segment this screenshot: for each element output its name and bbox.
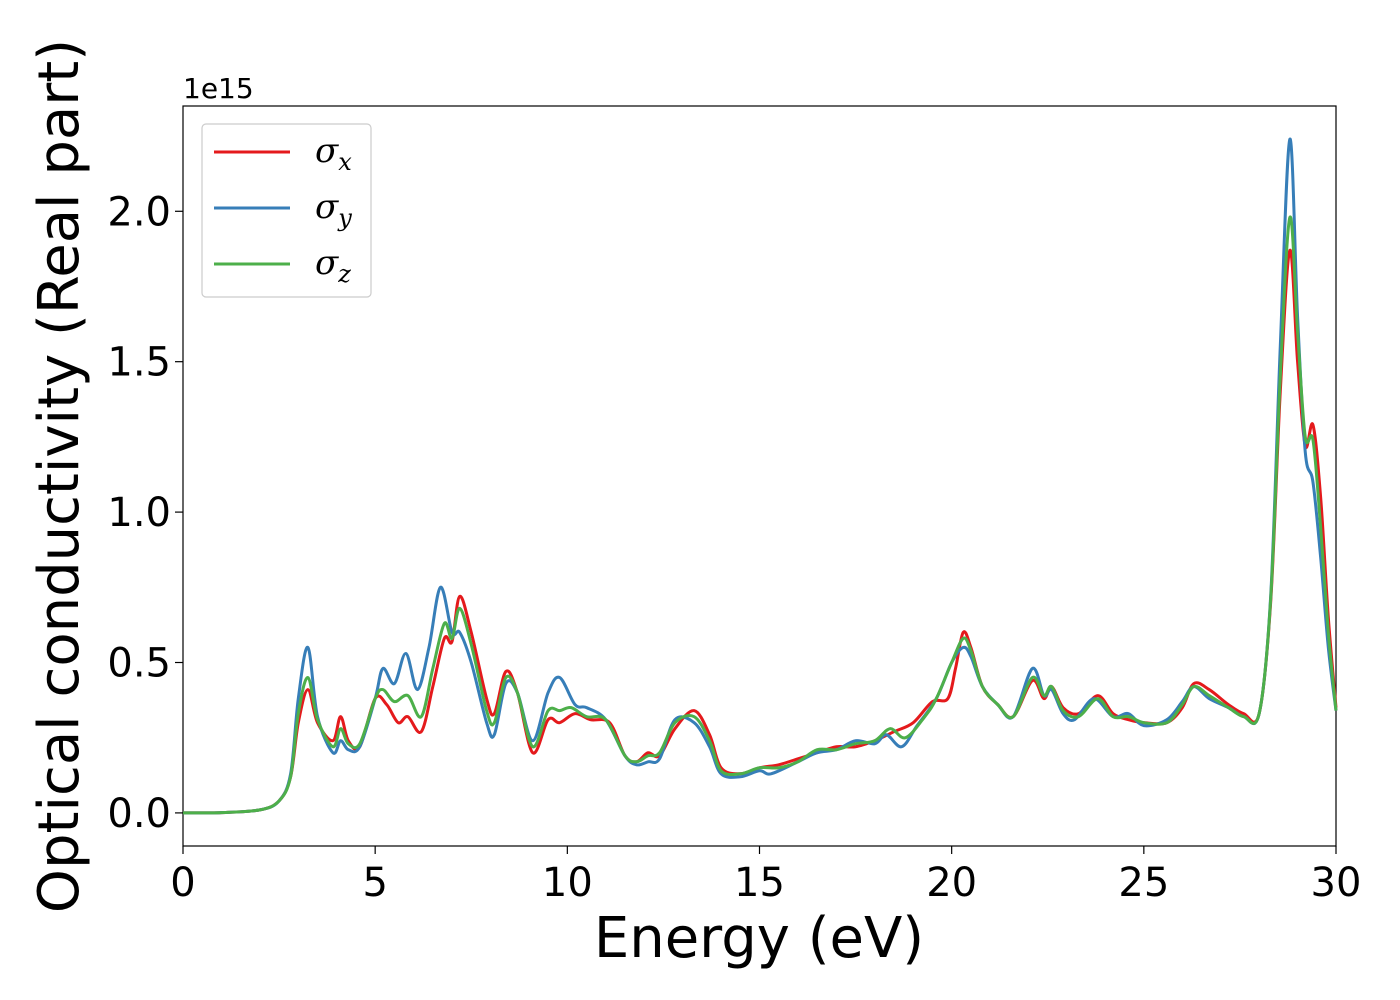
legend-label-x: σx [315, 131, 352, 176]
y-axis-ticks: 0.0 0.5 1.0 1.5 2.0 [107, 189, 183, 837]
legend-label-y: σy [315, 187, 352, 232]
x-axis-label: Energy (eV) [594, 906, 924, 971]
y-tick-label: 2.0 [107, 189, 171, 235]
y-tick-label: 1.0 [107, 490, 171, 536]
legend: σx σy σz [201, 123, 372, 298]
legend-label-z: σz [315, 243, 351, 288]
x-tick-label: 15 [734, 860, 785, 906]
x-tick-label: 30 [1311, 860, 1362, 906]
x-axis-ticks: 0 5 10 15 20 25 30 [170, 846, 1361, 906]
series-layer [182, 137, 1338, 815]
series-line-z [182, 215, 1338, 815]
x-tick-label: 0 [170, 860, 195, 906]
series-line-x [182, 248, 1338, 815]
legend-box [201, 123, 372, 298]
x-tick-label: 5 [362, 860, 387, 906]
x-tick-label: 25 [1118, 860, 1169, 906]
y-axis-label: Optical conductivity (Real part) [27, 39, 92, 913]
y-tick-label: 0.5 [107, 641, 171, 687]
x-tick-label: 10 [542, 860, 593, 906]
y-tick-label: 0.0 [107, 791, 171, 837]
y-offset-label: 1e15 [183, 72, 254, 105]
y-tick-label: 1.5 [107, 340, 171, 386]
x-tick-label: 20 [926, 860, 977, 906]
